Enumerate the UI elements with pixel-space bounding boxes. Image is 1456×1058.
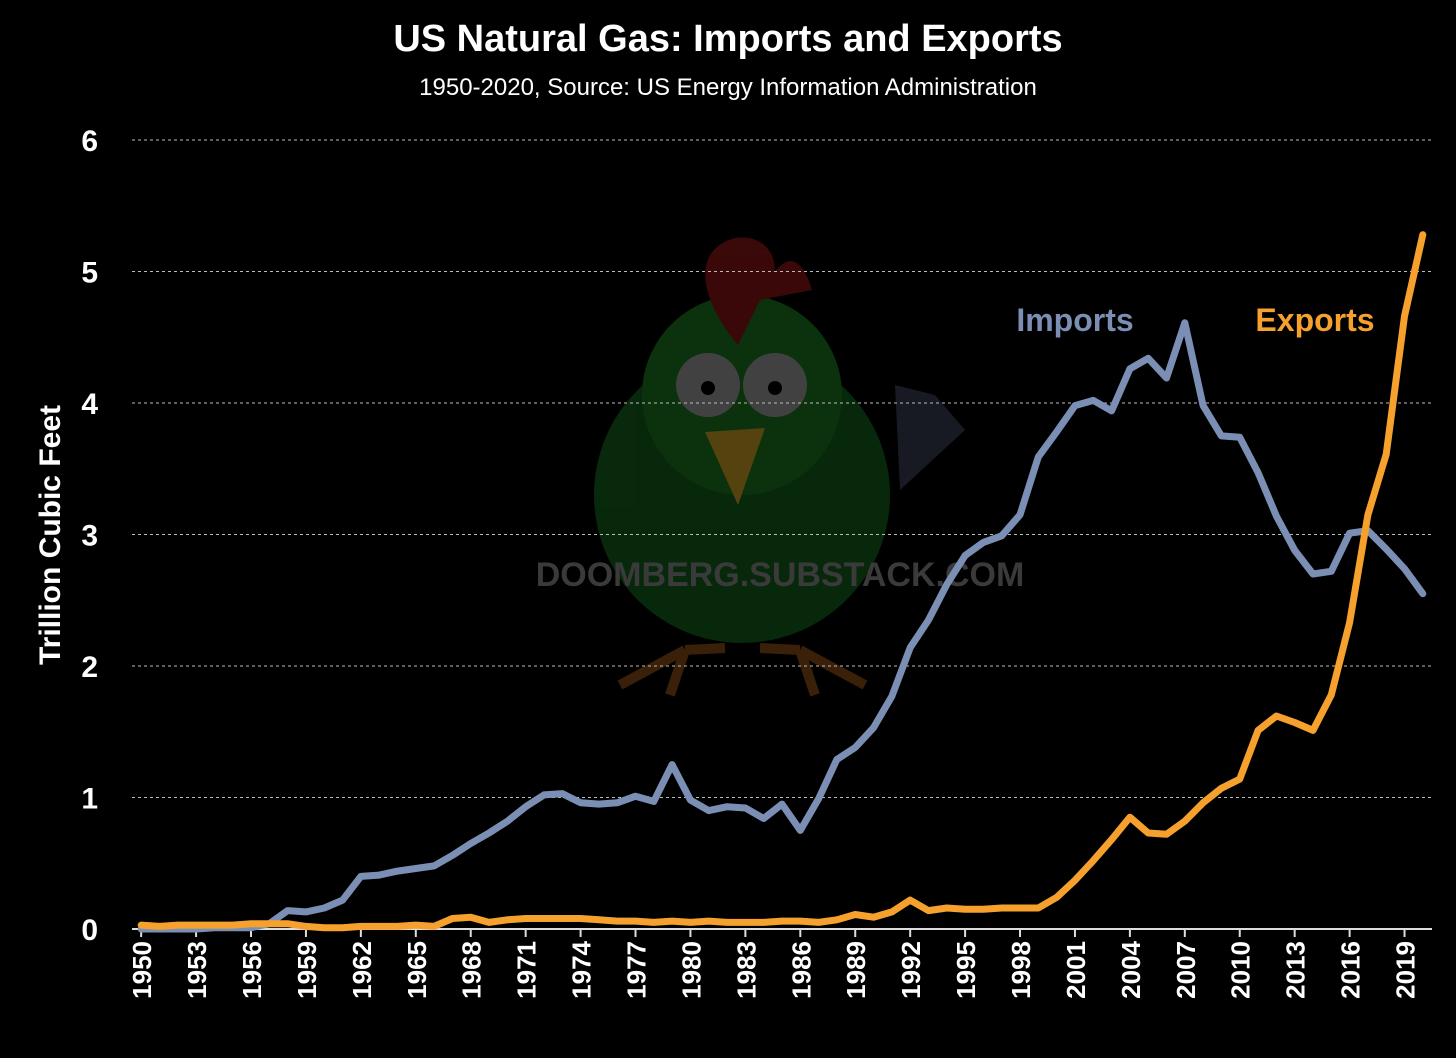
x-tick-label: 1980 (676, 941, 706, 999)
y-axis-ticks: 0 1 2 3 4 5 6 (81, 125, 98, 947)
x-tick-label: 1998 (1006, 941, 1036, 999)
x-tick-label: 2016 (1336, 941, 1366, 999)
x-axis-ticks: 1950 1953 1956 1959 1962 1965 1968 1971 1974 1977… (127, 929, 1421, 999)
y-tick-label: 6 (81, 125, 98, 158)
chart-title: US Natural Gas: Imports and Exports (393, 18, 1063, 60)
x-tick-label: 1992 (896, 941, 926, 999)
y-tick-label: 4 (81, 388, 98, 421)
series-lines (137, 231, 1427, 933)
y-tick-label: 0 (81, 914, 98, 947)
x-tick-label: 2001 (1061, 941, 1091, 999)
x-tick-label: 1971 (512, 941, 542, 999)
chicken-mascot-logo (594, 237, 965, 697)
x-tick-label: 1983 (731, 941, 761, 999)
x-tick-label: 1959 (292, 941, 322, 999)
gridlines (132, 139, 1432, 798)
x-tick-label: 2010 (1226, 941, 1256, 999)
x-tick-label: 1968 (457, 941, 487, 999)
y-tick-label: 2 (81, 651, 98, 684)
x-tick-label: 1965 (402, 941, 432, 999)
exports-line (137, 231, 1427, 932)
x-tick-label: 2019 (1391, 941, 1421, 999)
y-axis-label: Trillion Cubic Feet (34, 405, 67, 665)
x-tick-label: 1989 (841, 941, 871, 999)
chart-subtitle: 1950-2020, Source: US Energy Information… (419, 74, 1037, 101)
imports-line (137, 319, 1427, 933)
x-tick-label: 2007 (1171, 941, 1201, 999)
y-tick-label: 5 (81, 257, 98, 290)
x-tick-label: 1995 (951, 941, 981, 999)
x-tick-label: 1986 (786, 941, 816, 999)
x-tick-label: 2004 (1116, 940, 1146, 998)
x-tick-label: 1953 (182, 941, 212, 999)
x-tick-label: 2013 (1281, 941, 1311, 999)
imports-series-label: Imports (1016, 302, 1133, 338)
x-tick-label: 1977 (622, 941, 652, 999)
y-tick-label: 3 (81, 520, 98, 553)
x-tick-label: 1962 (347, 941, 377, 999)
x-tick-label: 1956 (237, 941, 267, 999)
exports-series-label: Exports (1255, 302, 1374, 338)
x-tick-label: 1974 (567, 940, 597, 998)
y-tick-label: 1 (81, 783, 98, 816)
x-tick-label: 1950 (127, 941, 157, 999)
